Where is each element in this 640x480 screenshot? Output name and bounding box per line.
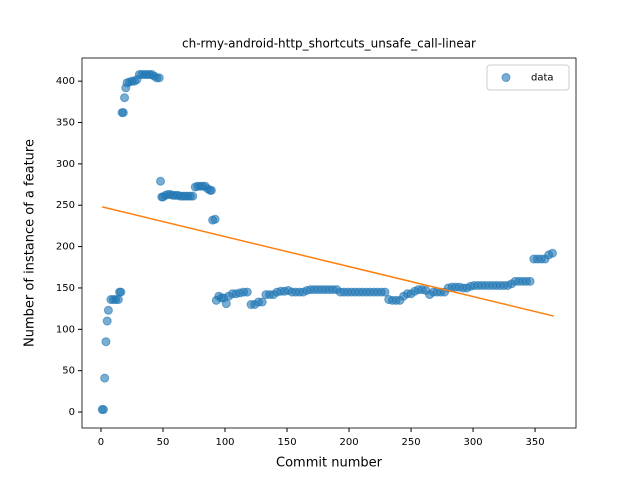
legend-marker <box>501 73 511 82</box>
data-point <box>525 276 535 286</box>
y-tick-label: 0 <box>69 407 75 418</box>
fit-line <box>102 206 554 317</box>
plot-frame <box>81 57 577 429</box>
data-point <box>221 299 231 309</box>
data-point <box>188 191 198 201</box>
x-tick-label: 100 <box>215 437 234 448</box>
data-point <box>257 297 267 307</box>
legend-label: data <box>531 73 554 84</box>
data-point <box>113 295 123 305</box>
data-point <box>380 287 390 297</box>
data-point <box>242 287 252 297</box>
x-tick-label: 250 <box>401 437 420 448</box>
y-tick-label: 350 <box>56 118 75 129</box>
data-point <box>206 185 216 195</box>
legend-box <box>486 64 570 91</box>
y-tick-label: 150 <box>56 283 75 294</box>
x-tick-label: 350 <box>526 437 545 448</box>
chart-title: ch-rmy-android-http_shortcuts_unsafe_cal… <box>182 37 476 51</box>
x-axis-label: Commit number <box>276 456 383 471</box>
x-tick-label: 300 <box>464 437 483 448</box>
data-point <box>154 73 164 83</box>
x-tick-label: 150 <box>277 437 296 448</box>
x-tick-label: 50 <box>157 437 170 448</box>
y-tick-label: 100 <box>56 324 75 335</box>
data-point <box>116 287 126 297</box>
data-point <box>103 305 113 315</box>
data-point <box>120 93 130 103</box>
data-point <box>547 248 557 258</box>
y-tick-label: 250 <box>56 200 75 211</box>
y-axis-label: Number of instance of a feature <box>23 139 38 347</box>
x-tick-label: 0 <box>98 437 104 448</box>
data-point <box>101 337 111 347</box>
data-point <box>100 373 110 383</box>
data-point <box>118 108 128 118</box>
x-tick-label: 200 <box>339 437 358 448</box>
data-point <box>210 214 220 224</box>
y-tick-label: 200 <box>56 242 75 253</box>
y-tick-label: 300 <box>56 159 75 170</box>
data-point <box>102 316 112 326</box>
data-point <box>98 405 108 415</box>
y-tick-label: 50 <box>62 366 75 377</box>
data-point <box>156 176 166 186</box>
y-tick-label: 400 <box>56 76 75 87</box>
